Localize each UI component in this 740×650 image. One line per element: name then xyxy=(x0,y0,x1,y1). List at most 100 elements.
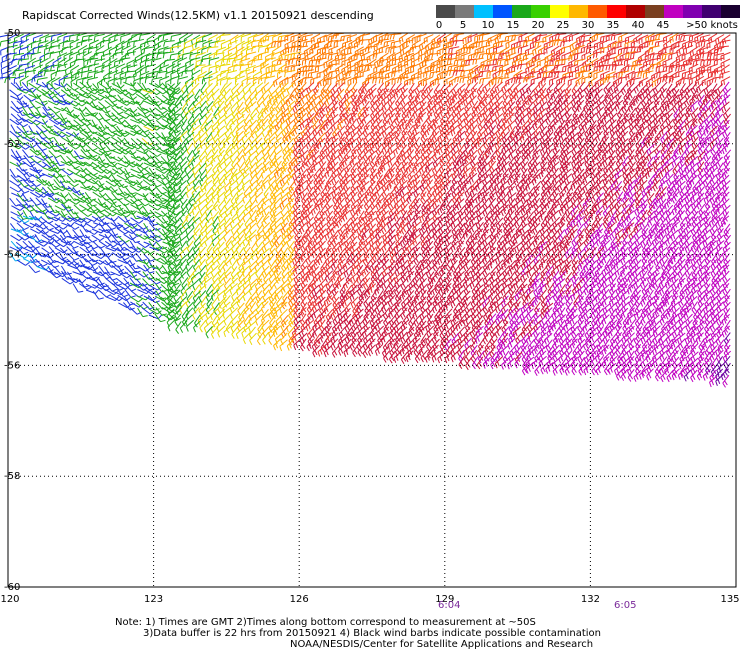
wind-barb xyxy=(282,156,288,168)
wind-barb xyxy=(88,71,99,78)
wind-barb xyxy=(704,83,712,94)
wind-barb xyxy=(555,34,566,40)
wind-barb xyxy=(679,143,686,155)
wind-barb xyxy=(453,40,464,46)
wind-barb xyxy=(218,150,225,162)
wind-barb xyxy=(48,107,60,114)
wind-barb xyxy=(103,34,112,43)
wind-barb xyxy=(110,157,123,162)
wind-barb xyxy=(161,156,172,163)
wind-barb xyxy=(105,155,116,163)
wind-barb xyxy=(252,45,263,51)
wind-barb xyxy=(24,95,36,101)
wind-barb xyxy=(188,157,194,169)
wind-barb xyxy=(156,96,168,102)
wind-barb xyxy=(127,46,136,56)
wind-barb xyxy=(479,71,490,77)
wind-barb xyxy=(73,132,84,140)
wind-barb xyxy=(149,168,160,176)
wind-barb xyxy=(698,143,704,155)
wind-barb xyxy=(429,53,440,59)
wind-barb xyxy=(236,47,245,57)
wind-barb xyxy=(11,114,23,121)
wind-barb xyxy=(10,90,22,96)
wind-barb xyxy=(195,89,201,101)
wind-barb xyxy=(99,89,112,93)
wind-barb xyxy=(106,139,118,145)
wind-barb xyxy=(666,126,673,138)
wind-barb xyxy=(187,143,193,155)
wind-barb xyxy=(297,46,308,52)
wind-barb xyxy=(200,169,206,181)
wind-barb xyxy=(105,125,116,132)
wind-barb xyxy=(693,114,699,126)
wind-barb xyxy=(247,77,257,84)
wind-barb xyxy=(596,168,603,179)
wind-barb xyxy=(723,108,730,120)
wind-barb xyxy=(716,84,723,96)
wind-barb xyxy=(287,83,294,95)
wind-barb xyxy=(68,143,80,149)
wind-barb xyxy=(81,150,92,157)
wind-barb xyxy=(666,113,673,125)
wind-barb xyxy=(376,144,382,156)
wind-barb xyxy=(641,95,647,107)
wind-barb xyxy=(584,101,591,113)
wind-barb xyxy=(623,156,629,168)
wind-barb xyxy=(294,132,301,144)
wind-barb xyxy=(136,150,149,154)
wind-barb xyxy=(87,77,97,84)
wind-barb xyxy=(363,78,371,88)
wind-barb xyxy=(243,144,249,156)
wind-barb xyxy=(313,155,320,167)
wind-barb xyxy=(559,150,565,162)
wind-barb xyxy=(49,46,60,52)
wind-barb xyxy=(485,65,496,71)
wind-barb xyxy=(278,39,288,47)
wind-barb xyxy=(656,33,667,39)
wind-barb xyxy=(81,40,92,46)
wind-barb xyxy=(471,162,478,174)
wind-barb xyxy=(29,83,41,88)
wind-barb xyxy=(427,107,434,119)
wind-barb xyxy=(522,138,528,150)
wind-barb xyxy=(550,77,559,86)
wind-barb xyxy=(446,149,453,161)
wind-barb xyxy=(23,143,36,148)
wind-barb xyxy=(261,83,269,94)
wind-barb xyxy=(612,46,622,54)
wind-barb xyxy=(176,120,182,132)
wind-barb-swath xyxy=(0,33,731,387)
wind-barb xyxy=(54,83,67,87)
wind-barb xyxy=(373,77,384,84)
wind-barb xyxy=(302,58,312,66)
wind-barb xyxy=(182,126,188,138)
wind-barb xyxy=(237,144,244,155)
wind-barb xyxy=(615,169,623,180)
wind-barb xyxy=(276,101,282,113)
wind-barb xyxy=(219,35,230,41)
wind-barb xyxy=(527,126,534,138)
wind-barb xyxy=(583,139,590,151)
wind-barb xyxy=(271,70,282,76)
wind-barb xyxy=(653,83,660,95)
wind-barb xyxy=(712,119,718,131)
wind-barb-map: 120 123 126 129 132 135-50-52-54-56-58-60 xyxy=(0,0,740,650)
wind-barb xyxy=(140,76,149,84)
wind-barb xyxy=(484,88,490,100)
wind-barb xyxy=(253,71,262,81)
wind-barb xyxy=(192,125,200,136)
wind-barb xyxy=(10,96,23,100)
wind-barb xyxy=(243,89,250,101)
wind-barb xyxy=(265,35,276,42)
wind-barb xyxy=(444,84,451,96)
wind-barb xyxy=(498,41,509,47)
wind-barb xyxy=(164,41,175,47)
wind-barb xyxy=(554,113,560,125)
wind-barb xyxy=(569,59,578,69)
wind-barb xyxy=(535,88,542,100)
wind-barb xyxy=(611,34,622,41)
wind-barb xyxy=(691,108,698,120)
wind-barb xyxy=(489,161,495,173)
wind-barb xyxy=(217,77,226,86)
